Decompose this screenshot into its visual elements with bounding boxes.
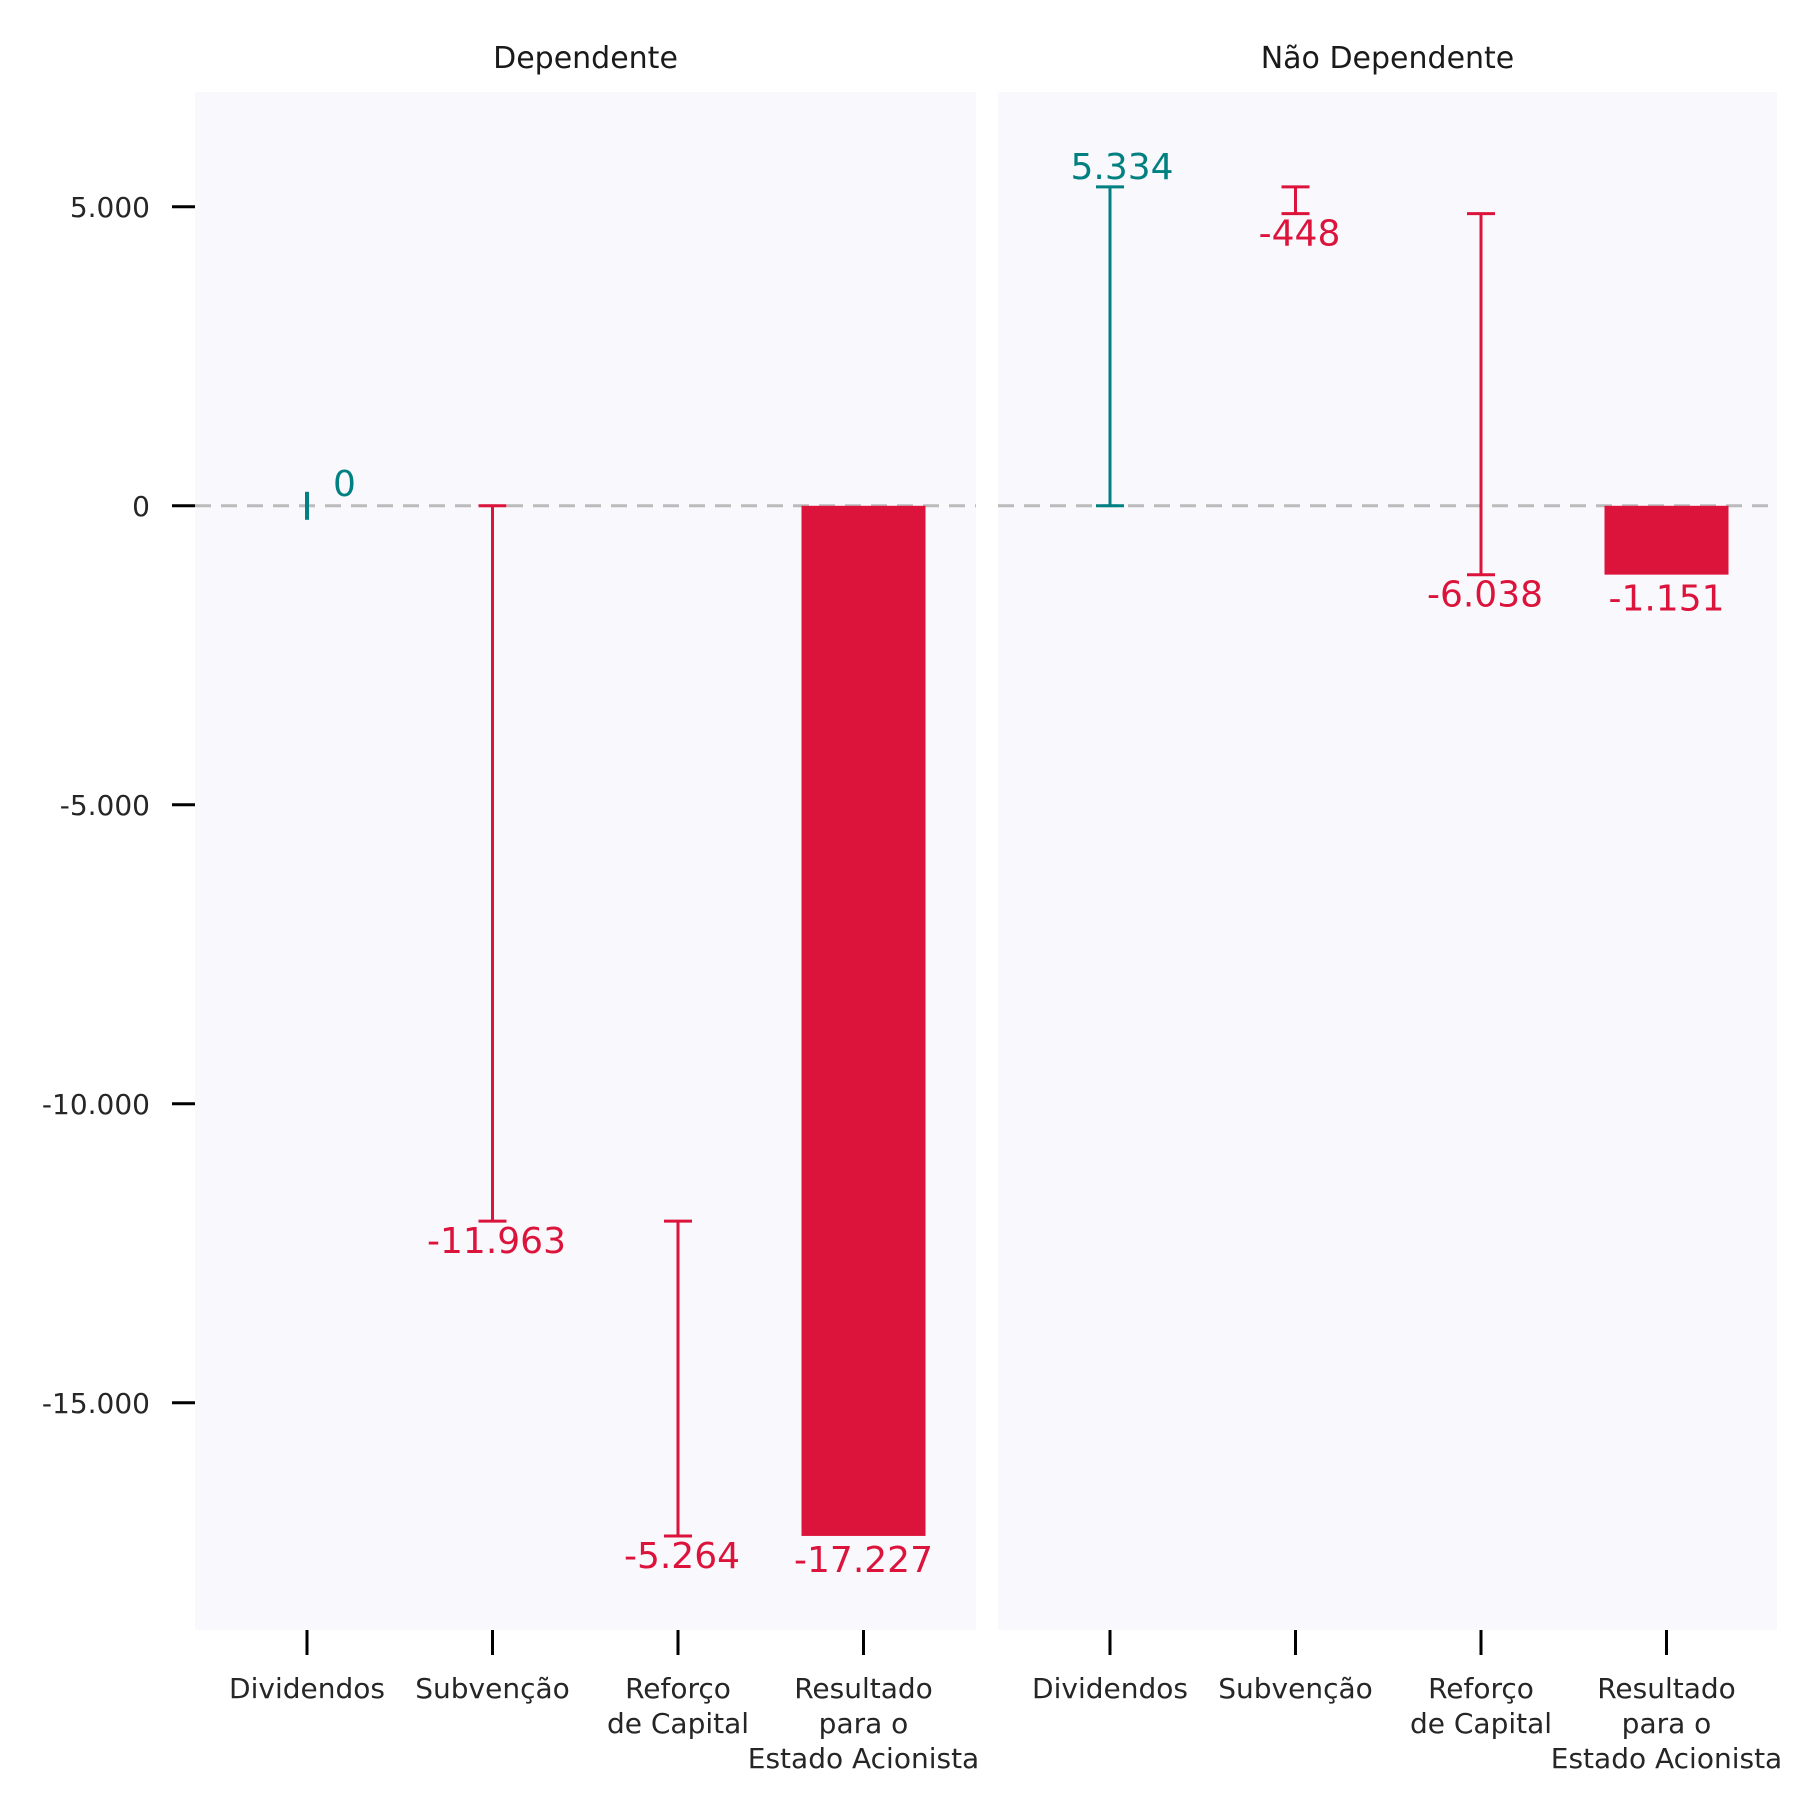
x-tick-label: para o xyxy=(819,1707,909,1740)
x-tick-label: Resultado xyxy=(1597,1672,1736,1705)
panel-background xyxy=(998,92,1777,1630)
value-label: -448 xyxy=(1259,214,1341,255)
x-tick-label: Resultado xyxy=(794,1672,933,1705)
value-label: -5.264 xyxy=(624,1536,740,1577)
panel-title: Dependente xyxy=(493,41,678,76)
x-tick-label: para o xyxy=(1622,1707,1712,1740)
value-label: -11.963 xyxy=(427,1221,566,1262)
value-label: 0 xyxy=(333,464,356,505)
x-tick-label: Dividendos xyxy=(229,1672,385,1705)
x-tick-label: Subvenção xyxy=(1218,1672,1373,1705)
x-tick-label: Reforço xyxy=(1428,1672,1534,1705)
total-bar xyxy=(1604,505,1729,575)
x-tick-label: Reforço xyxy=(625,1672,731,1705)
y-tick-label: -5.000 xyxy=(60,789,150,822)
panel-title: Não Dependente xyxy=(1261,41,1515,76)
x-tick-label: de Capital xyxy=(607,1707,749,1740)
value-label: -6.038 xyxy=(1427,575,1543,616)
x-tick-label: Estado Acionista xyxy=(1551,1742,1782,1775)
y-tick-label: -10.000 xyxy=(42,1088,150,1121)
x-tick-label: Estado Acionista xyxy=(748,1742,979,1775)
value-label: -17.227 xyxy=(794,1540,933,1581)
y-tick-label: 5.000 xyxy=(70,191,150,224)
total-bar xyxy=(801,505,926,1536)
y-tick-label: -15.000 xyxy=(42,1387,150,1420)
value-label: -1.151 xyxy=(1608,579,1724,620)
y-tick-label: 0 xyxy=(132,490,150,523)
x-tick-label: de Capital xyxy=(1410,1707,1552,1740)
x-tick-label: Dividendos xyxy=(1032,1672,1188,1705)
x-tick-label: Subvenção xyxy=(415,1672,570,1705)
value-label: 5.334 xyxy=(1070,147,1173,188)
